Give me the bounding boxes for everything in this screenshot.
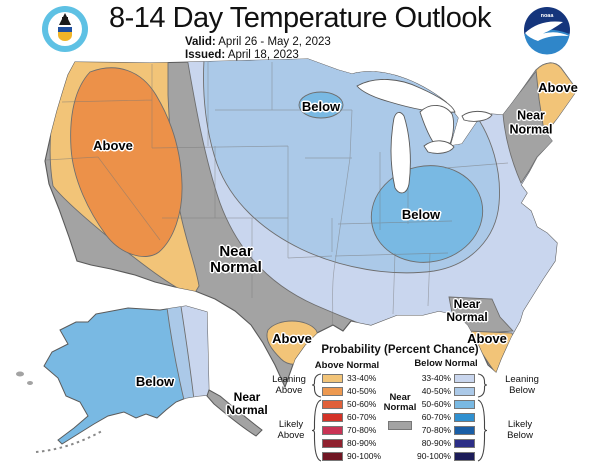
legend-swatch-below-90-100 [454, 452, 475, 461]
region-below-50-60-minnesota [298, 91, 344, 119]
lake-superior [356, 78, 456, 113]
legend-range-below-3: 60-70% [421, 412, 451, 422]
lake-erie [423, 140, 455, 154]
legend-swatch-below-60-70 [454, 413, 475, 422]
map-label-northern-plains-below: Below [301, 98, 341, 114]
legend-swatch-above-70-80 [322, 426, 343, 435]
legend-group-leaning-below: Leaning Below [505, 374, 539, 396]
bering-island [16, 371, 24, 377]
valid-label: Valid: [185, 36, 216, 48]
legend-swatch-below-70-80 [454, 426, 475, 435]
doc-shield-top [58, 27, 72, 32]
legend-swatch-below-80-90 [454, 439, 475, 448]
lake-huron [419, 105, 455, 153]
map-label-north-florida-near-normal: Near Normal [446, 297, 488, 324]
doc-seal-logo [42, 6, 88, 52]
valid-value: April 26 - May 2, 2023 [218, 36, 331, 48]
map-label-alaska-panhandle-near-normal: Near Normal [226, 390, 268, 417]
legend-range-below-2: 50-60% [421, 399, 451, 409]
issued-label: Issued: [185, 49, 226, 61]
legend-swatch-above-90-100 [322, 452, 343, 461]
legend-swatch-above-60-70 [322, 413, 343, 422]
legend-range-above-3: 60-70% [347, 412, 377, 422]
legend-above-normal-header: Above Normal [314, 360, 380, 371]
legend-group-leaning-above: Leaning Above [272, 374, 306, 396]
legend-range-above-0: 33-40% [347, 373, 377, 383]
legend-range-above-2: 50-60% [347, 399, 377, 409]
region-above-40-50-west-core [70, 67, 183, 257]
legend-group-likely-above: Likely Above [277, 419, 305, 441]
lake-ontario [461, 110, 493, 122]
map-label-south-texas-above: Above [272, 330, 312, 346]
legend-range-below-4: 70-80% [421, 425, 451, 435]
legend-range-above-1: 40-50% [347, 386, 377, 396]
noaa-seagull [525, 21, 569, 41]
legend-swatch-below-40-50 [454, 387, 475, 396]
legend-swatch-above-50-60 [322, 400, 343, 409]
legend-swatch-below-33-40 [454, 374, 475, 383]
brace-leaning-above [311, 373, 322, 398]
issued-line: Issued: April 18, 2023 [185, 49, 299, 61]
legend-title: Probability (Percent Chance) [321, 344, 479, 356]
legend-range-above-4: 70-80% [347, 425, 377, 435]
map-label-alaska-below: Below [135, 373, 175, 389]
doc-shield-bottom [58, 32, 72, 41]
lake-michigan [390, 111, 411, 194]
legend-swatch-above-80-90 [322, 439, 343, 448]
map-label-florida-above: Above [467, 330, 507, 346]
page-title: 8-14 Day Temperature Outlook [108, 2, 492, 34]
brace-likely-above [311, 399, 322, 462]
map-label-west-above: Above [93, 137, 133, 153]
map-label-ohio-valley-below: Below [401, 206, 441, 222]
noaa-logo [524, 7, 570, 55]
legend-range-above-5: 80-90% [347, 438, 377, 448]
issued-value: April 18, 2023 [227, 49, 299, 61]
legend-range-above-6: 90-100% [347, 451, 382, 461]
doc-eagle [59, 13, 71, 25]
map-label-central-near-normal: Near Normal [210, 242, 262, 276]
aleutian-islands [35, 430, 103, 453]
map-label-maine-above: Above [538, 79, 578, 95]
legend-range-below-0: 33-40% [421, 373, 451, 383]
legend-group-likely-below: Likely Below [507, 419, 533, 441]
brace-likely-below [477, 399, 488, 462]
bering-island-2 [27, 381, 33, 385]
legend-below-normal-header: Below Normal [414, 358, 478, 369]
legend-swatch-below-50-60 [454, 400, 475, 409]
noaa-logo-text: noaa [541, 13, 555, 19]
brace-leaning-below [477, 373, 488, 398]
legend-swatch-above-33-40 [322, 374, 343, 383]
legend-range-below-1: 40-50% [421, 386, 451, 396]
map-label-new-england-near-normal: Near Normal [509, 108, 553, 136]
legend-braces [311, 373, 488, 462]
great-lakes [356, 78, 493, 194]
region-above-maine [535, 62, 577, 132]
legend-near-normal-label: Near Normal [383, 392, 417, 413]
legend-swatch-near-normal [388, 421, 412, 430]
legend-range-below-5: 80-90% [421, 438, 451, 448]
legend-swatch-above-40-50 [322, 387, 343, 396]
alaska-panhandle-near-normal [206, 389, 263, 437]
valid-line: Valid: April 26 - May 2, 2023 [185, 36, 331, 48]
legend-range-below-6: 90-100% [416, 451, 451, 461]
